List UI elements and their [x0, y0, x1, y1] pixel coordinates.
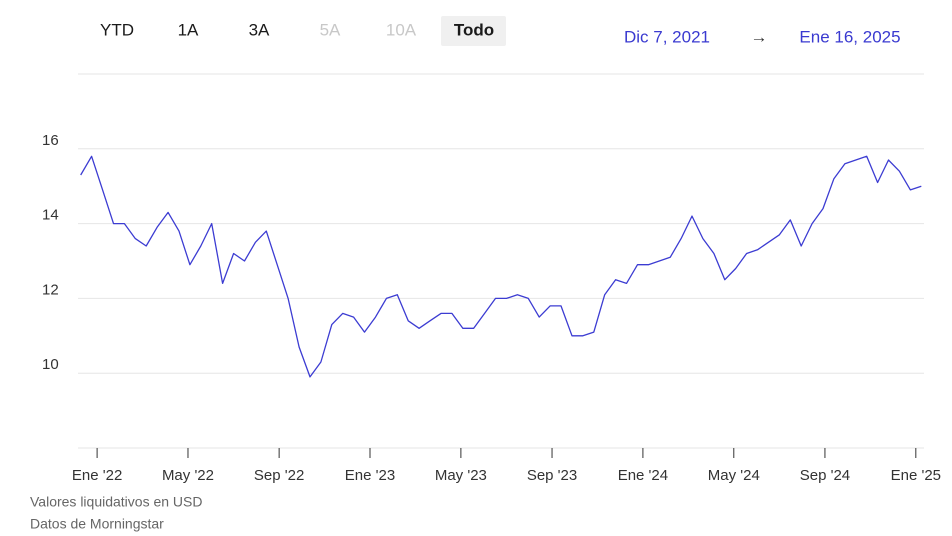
date-to[interactable]: Ene 16, 2025 [799, 27, 900, 46]
y-tick-label: 12 [42, 281, 59, 298]
price-line [80, 155, 922, 378]
date-from[interactable]: Dic 7, 2021 [624, 27, 710, 46]
x-tick-label: Ene '23 [345, 467, 395, 484]
x-tick-label: May '23 [435, 467, 487, 484]
range-button: 10A [386, 20, 417, 39]
range-button[interactable]: 1A [178, 20, 199, 39]
x-tick-label: Ene '25 [891, 467, 941, 484]
range-button[interactable]: Todo [454, 20, 494, 39]
date-arrow: → [751, 27, 768, 46]
selected-range-bg [441, 16, 506, 46]
y-tick-label: 10 [42, 356, 59, 373]
range-button[interactable]: YTD [100, 20, 134, 39]
x-tick-label: Ene '24 [618, 467, 668, 484]
range-button: 5A [320, 20, 341, 39]
footer-note: Valores liquidativos en USD [30, 494, 203, 510]
x-tick-label: Ene '22 [72, 467, 122, 484]
range-button[interactable]: 3A [249, 20, 270, 39]
y-tick-label: 16 [42, 132, 59, 149]
x-tick-label: May '22 [162, 467, 214, 484]
x-tick-label: May '24 [708, 467, 760, 484]
footer-note: Datos de Morningstar [30, 516, 164, 532]
y-tick-label: 14 [42, 207, 59, 224]
x-tick-label: Sep '23 [527, 467, 577, 484]
x-tick-label: Sep '22 [254, 467, 304, 484]
x-tick-label: Sep '24 [800, 467, 850, 484]
